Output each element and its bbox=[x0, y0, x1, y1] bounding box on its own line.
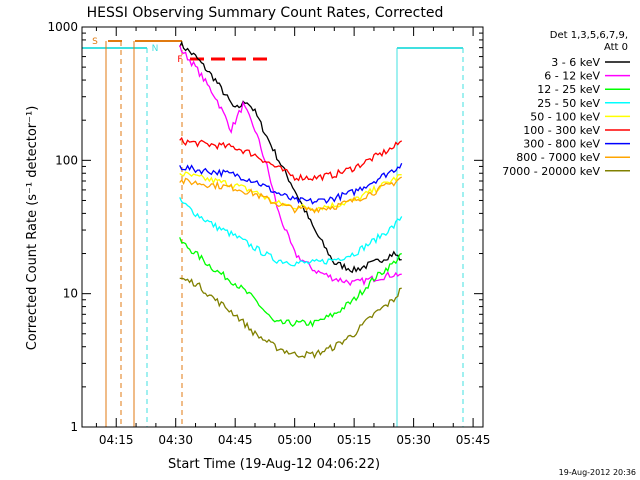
x-tick-label: 04:30 bbox=[158, 433, 193, 447]
legend-header-line1: Det 1,3,5,6,7,9, bbox=[550, 30, 628, 41]
x-tick-label: 05:30 bbox=[396, 433, 431, 447]
legend-label-3: 25 - 50 keV bbox=[537, 97, 600, 110]
x-axis-label: Start Time (19-Aug-12 04:06:22) bbox=[168, 457, 380, 472]
legend-label-8: 7000 - 20000 keV bbox=[502, 165, 600, 178]
night-marker: N bbox=[152, 44, 159, 54]
x-tick-label: 05:00 bbox=[277, 433, 312, 447]
y-tick-label: 10 bbox=[63, 287, 78, 301]
series-line-6 bbox=[179, 163, 403, 205]
y-tick-label: 1 bbox=[70, 420, 78, 434]
legend-label-6: 300 - 800 keV bbox=[523, 138, 600, 151]
legend-label-5: 100 - 300 keV bbox=[523, 124, 600, 137]
footer-timestamp: 19-Aug-2012 20:36 bbox=[559, 468, 636, 477]
plot-frame bbox=[81, 26, 484, 428]
y-tick-label: 1000 bbox=[47, 20, 78, 34]
saa-marker: S bbox=[92, 37, 98, 47]
legend-label-1: 6 - 12 keV bbox=[544, 70, 600, 83]
series-line-3 bbox=[179, 197, 403, 267]
legend-label-4: 50 - 100 keV bbox=[530, 110, 600, 123]
x-tick-label: 04:45 bbox=[218, 433, 253, 447]
legend-label-0: 3 - 6 keV bbox=[551, 56, 600, 69]
series-line-5 bbox=[179, 136, 403, 182]
x-tick-label: 05:15 bbox=[337, 433, 372, 447]
series-line-2 bbox=[179, 237, 402, 328]
series-line-1 bbox=[179, 44, 402, 287]
chart-title: HESSI Observing Summary Count Rates, Cor… bbox=[87, 5, 444, 21]
legend-label-2: 12 - 25 keV bbox=[537, 83, 600, 96]
series-line-8 bbox=[179, 277, 402, 359]
legend-header-line2: Att 0 bbox=[604, 42, 628, 53]
series-line-0 bbox=[179, 40, 402, 274]
flare-marker: F bbox=[177, 55, 182, 65]
x-tick-label: 05:45 bbox=[456, 433, 491, 447]
x-tick-label: 04:15 bbox=[99, 433, 134, 447]
y-tick-label: 100 bbox=[55, 153, 78, 167]
series-line-7 bbox=[179, 176, 403, 214]
series-line-4 bbox=[179, 171, 402, 212]
y-axis-label: Corrected Count Rate (s⁻¹ detector⁻¹) bbox=[25, 106, 40, 351]
legend-label-7: 800 - 7000 keV bbox=[516, 151, 600, 164]
